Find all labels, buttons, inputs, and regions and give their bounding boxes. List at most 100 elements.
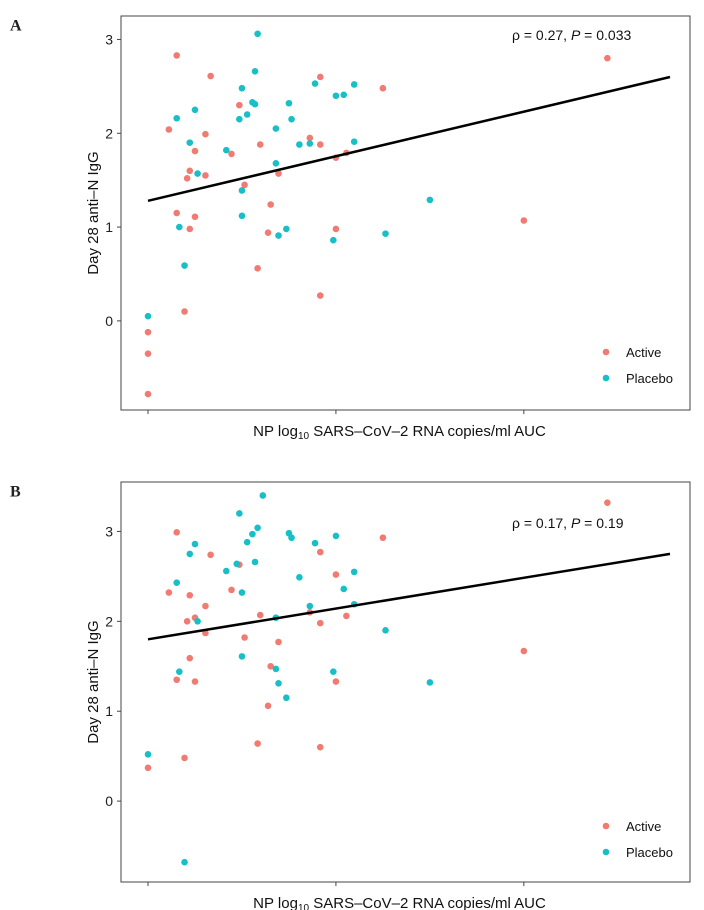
data-point-active: [316, 73, 324, 81]
y-tick-label: 3: [105, 31, 113, 47]
data-point-placebo: [173, 114, 181, 122]
data-point-placebo: [236, 115, 243, 123]
legend-swatch-active: [602, 348, 610, 356]
data-point-active: [165, 589, 173, 596]
data-point-placebo: [283, 225, 290, 233]
data-point-active: [306, 134, 314, 142]
data-point-active: [144, 350, 152, 358]
data-point-active: [254, 740, 261, 747]
data-point-active: [202, 130, 209, 138]
data-point-active: [332, 571, 340, 578]
y-axis-title: Day 28 anti–N IgG: [85, 151, 102, 274]
data-point-active: [173, 529, 181, 536]
data-point-placebo: [173, 579, 181, 586]
data-point-placebo: [330, 668, 337, 675]
plot-frame: [120, 481, 691, 883]
data-point-active: [316, 743, 324, 751]
data-point-active: [332, 678, 340, 685]
data-point-active: [191, 147, 199, 155]
data-point-active: [207, 551, 214, 559]
data-point-placebo: [236, 510, 243, 517]
correlation-annotation: ρ = 0.27, P = 0.033: [512, 27, 632, 43]
data-point-active: [173, 52, 181, 59]
data-point-active: [207, 72, 214, 80]
legend-label-placebo: Placebo: [626, 371, 673, 386]
data-point-placebo: [275, 680, 282, 687]
data-point-placebo: [238, 187, 246, 194]
data-point-placebo: [306, 140, 314, 147]
data-point-active: [183, 618, 191, 625]
annotation-p-value: = 0.19: [580, 515, 623, 531]
data-point-placebo: [283, 694, 290, 702]
annotation-rho: ρ = 0.27,: [512, 27, 571, 43]
data-point-placebo: [243, 111, 251, 118]
data-point-active: [183, 174, 191, 182]
data-point-placebo: [243, 538, 251, 546]
data-point-placebo: [186, 139, 194, 146]
data-point-active: [316, 548, 324, 556]
data-point-placebo: [223, 146, 230, 154]
data-point-placebo: [332, 532, 340, 540]
data-point-active: [379, 534, 387, 542]
data-point-placebo: [288, 115, 295, 123]
data-point-placebo: [288, 534, 295, 542]
correlation-annotation: ρ = 0.17, P = 0.19: [512, 515, 624, 531]
legend-label-placebo: Placebo: [626, 845, 673, 860]
data-point-placebo: [144, 751, 152, 758]
data-point-active: [316, 619, 324, 627]
annotation-rho: ρ = 0.17,: [512, 515, 571, 531]
scatter-panel-a: A 0 1 2 3 Day 28 anti–N IgG NP log10 SARS–CoV–…: [10, 15, 691, 442]
data-point-active: [191, 213, 199, 221]
annotation-p-symbol: P: [571, 27, 581, 43]
data-point-placebo: [332, 92, 340, 100]
legend: Active Placebo: [602, 819, 673, 860]
data-point-active: [332, 225, 340, 233]
x-axis-title-main: NP log: [253, 423, 298, 440]
x-axis-title-main: NP log: [253, 895, 298, 910]
y-tick-label: 2: [105, 125, 113, 141]
data-point-placebo: [285, 99, 293, 107]
data-point-placebo: [223, 567, 230, 575]
y-tick-label: 0: [105, 313, 113, 329]
data-point-placebo: [194, 170, 201, 177]
data-point-placebo: [254, 524, 261, 532]
data-point-active: [316, 141, 324, 148]
data-point-active: [520, 217, 528, 224]
data-point-active: [267, 201, 274, 208]
legend-label-active: Active: [626, 819, 661, 834]
scatter-panel-b: B 0 1 2 3 Day 28 anti–N IgG NP log10 SARS–CoV–…: [10, 481, 691, 910]
y-tick-label: 3: [105, 523, 113, 539]
data-point-active: [256, 611, 264, 619]
x-axis-title-rest: SARS–CoV–2 RNA copies/ml AUC: [309, 895, 546, 910]
data-point-active: [144, 764, 152, 772]
data-point-placebo: [272, 125, 280, 132]
data-point-placebo: [144, 312, 152, 320]
panel-label: B: [10, 483, 21, 500]
data-point-active: [173, 676, 181, 684]
data-point-active: [202, 172, 209, 179]
data-point-placebo: [176, 223, 183, 231]
legend-swatch-active: [602, 822, 610, 830]
data-point-placebo: [176, 668, 183, 675]
data-point-active: [144, 328, 152, 336]
y-axis-title: Day 28 anti–N IgG: [85, 620, 102, 743]
x-axis-title-rest: SARS–CoV–2 RNA copies/ml AUC: [309, 423, 546, 440]
data-point-active: [316, 292, 324, 299]
data-point-active: [186, 167, 194, 175]
data-point-placebo: [311, 80, 319, 87]
data-point-active: [264, 702, 272, 710]
annotation-p-value: = 0.033: [580, 27, 631, 43]
data-point-active: [241, 181, 248, 189]
data-point-placebo: [251, 68, 259, 75]
legend-label-active: Active: [626, 345, 661, 360]
data-point-placebo: [238, 84, 246, 92]
regression-line: [147, 75, 671, 203]
data-point-placebo: [251, 558, 259, 566]
data-point-active: [275, 638, 282, 646]
data-point-active: [165, 126, 173, 133]
data-point-active: [186, 591, 194, 599]
legend-swatch-placebo: [602, 374, 610, 382]
data-point-active: [186, 654, 194, 662]
data-point-placebo: [194, 618, 201, 625]
data-point-placebo: [254, 30, 261, 38]
